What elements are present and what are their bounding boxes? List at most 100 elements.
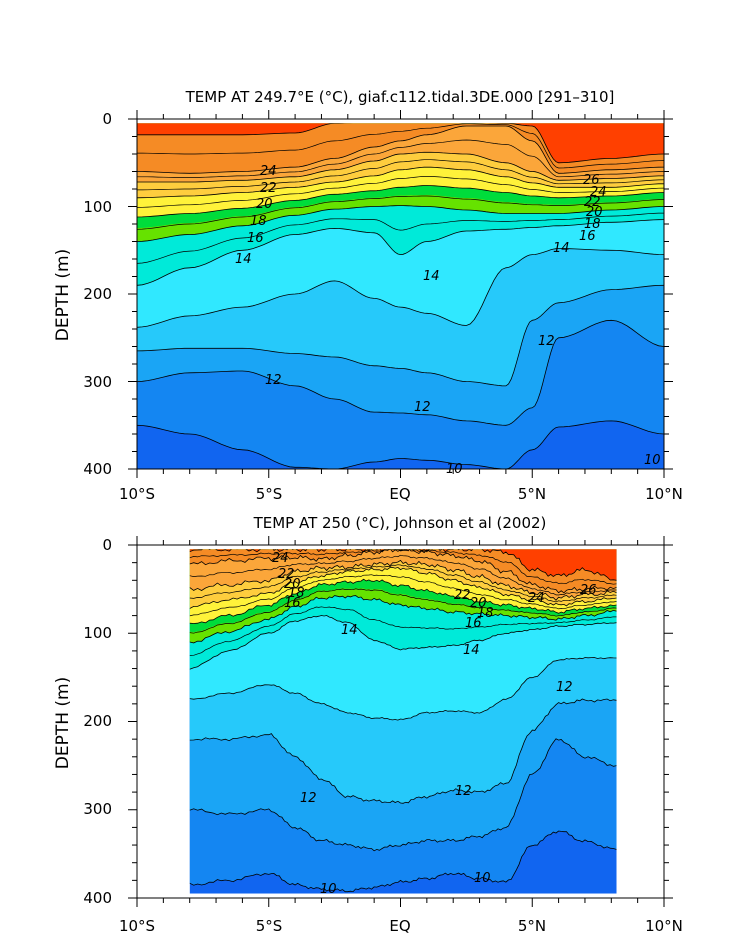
contour-label: 16 <box>579 229 596 244</box>
contour-label: 24 <box>260 164 277 179</box>
temperature-band <box>189 549 617 593</box>
y-tick-label: 200 <box>83 285 112 303</box>
x-tick-label: 5°N <box>518 485 546 503</box>
top-isotherm-lines <box>137 123 664 469</box>
top-axis-ticks <box>128 110 673 478</box>
isotherm-line <box>137 123 664 169</box>
contour-label: 26 <box>580 583 597 598</box>
temperature-band <box>137 123 664 174</box>
y-tick-label: 100 <box>83 198 112 216</box>
isotherm-line <box>137 420 664 469</box>
contour-label: 24 <box>528 591 545 606</box>
isotherm-line <box>137 205 664 242</box>
isotherm-line <box>189 588 617 634</box>
temperature-band <box>137 123 664 163</box>
contour-label: 20 <box>256 197 273 212</box>
contour-label: 12 <box>455 784 472 799</box>
isotherm-line <box>137 166 664 199</box>
temperature-band <box>137 175 664 217</box>
isotherm-line <box>137 284 664 387</box>
contour-label: 22 <box>454 588 471 603</box>
isotherm-line <box>189 566 617 609</box>
x-tick-label: 5°S <box>256 917 283 935</box>
contour-label: 22 <box>584 195 601 210</box>
bottom-temperature-fills <box>189 549 617 894</box>
top-y-tick-labels: 0 100 200 300 400 <box>83 110 112 478</box>
contour-label: 12 <box>414 400 431 415</box>
top-contour-labels: 24 22 20 18 16 14 26 24 22 20 18 16 14 1… <box>235 164 661 477</box>
x-tick-label: 10°S <box>119 485 155 503</box>
x-tick-label: 5°S <box>256 485 283 503</box>
y-tick-label: 0 <box>102 110 112 128</box>
temperature-band <box>189 574 617 624</box>
contour-label: 10 <box>320 882 337 897</box>
contour-label: 24 <box>272 551 289 566</box>
y-tick-label: 300 <box>83 800 112 818</box>
contour-label: 16 <box>465 616 482 631</box>
isotherm-line <box>137 185 664 218</box>
contour-label: 12 <box>538 334 555 349</box>
contour-label: 22 <box>260 181 277 196</box>
bottom-y-tick-labels: 0 100 200 300 400 <box>83 536 112 907</box>
x-tick-label: 5°N <box>518 917 546 935</box>
bottom-x-tick-labels: 10°S 5°S EQ 5°N 10°N <box>119 917 683 935</box>
isotherm-line <box>137 212 664 264</box>
x-tick-label: 10°N <box>645 485 683 503</box>
contour-label: 12 <box>556 680 573 695</box>
top-x-tick-labels: 10°S 5°S EQ 5°N 10°N <box>119 485 683 503</box>
isotherm-line <box>189 559 617 601</box>
isotherm-line <box>137 195 664 230</box>
contour-label: 22 <box>278 567 295 582</box>
contour-label: 24 <box>590 185 607 200</box>
y-tick-label: 200 <box>83 712 112 730</box>
contour-label: 10 <box>474 871 491 886</box>
contour-label: 14 <box>463 643 480 658</box>
isotherm-line <box>189 595 617 644</box>
bottom-y-axis-label: DEPTH (m) <box>53 677 73 769</box>
x-tick-label: EQ <box>389 485 410 503</box>
isotherm-line <box>189 738 617 852</box>
bottom-isotherm-lines <box>189 549 617 893</box>
bottom-plot-area: 24 22 20 18 16 14 22 20 18 16 24 26 14 1… <box>189 549 617 897</box>
isotherm-line <box>137 248 664 328</box>
isotherm-line <box>137 319 664 426</box>
contour-label: 20 <box>284 577 301 592</box>
contour-label: 26 <box>583 173 600 188</box>
isotherm-line <box>189 615 617 670</box>
top-plot-area: 24 22 20 18 16 14 26 24 22 20 18 16 14 1… <box>137 123 664 477</box>
isotherm-line <box>137 139 664 178</box>
temperature-band <box>189 588 617 643</box>
isotherm-line <box>189 578 617 624</box>
y-tick-label: 0 <box>102 536 112 554</box>
isotherm-line <box>189 554 617 596</box>
y-tick-label: 400 <box>83 460 112 478</box>
contour-label: 10 <box>644 453 661 468</box>
contour-label: 20 <box>470 596 487 611</box>
isotherm-line <box>137 175 664 208</box>
contour-label: 16 <box>284 596 301 611</box>
contour-label: 12 <box>300 791 317 806</box>
contour-label: 16 <box>247 231 264 246</box>
isotherm-line <box>189 564 617 603</box>
bottom-contour-labels: 24 22 20 18 16 14 22 20 18 16 24 26 14 1… <box>272 551 597 897</box>
isotherm-line <box>137 151 664 183</box>
isotherm-line <box>137 219 664 286</box>
isotherm-line <box>189 549 617 581</box>
isotherm-line <box>189 830 617 893</box>
isotherm-line <box>189 549 617 585</box>
contour-label: 20 <box>586 205 603 220</box>
contour-label: 18 <box>477 606 494 621</box>
y-tick-label: 400 <box>83 889 112 907</box>
isotherm-line <box>137 125 664 174</box>
isotherm-line <box>137 123 664 164</box>
x-tick-label: 10°S <box>119 917 155 935</box>
bottom-contour-panel: TEMP AT 250 (°C), Johnson et al (2002) D… <box>53 514 683 935</box>
isotherm-line <box>137 159 664 191</box>
contour-label: 18 <box>288 586 305 601</box>
x-tick-label: EQ <box>389 917 410 935</box>
x-tick-label: 10°N <box>645 917 683 935</box>
contour-label: 14 <box>341 623 358 638</box>
contour-label: 18 <box>584 217 601 232</box>
isotherm-line <box>189 698 617 804</box>
top-temperature-fills <box>137 123 664 469</box>
